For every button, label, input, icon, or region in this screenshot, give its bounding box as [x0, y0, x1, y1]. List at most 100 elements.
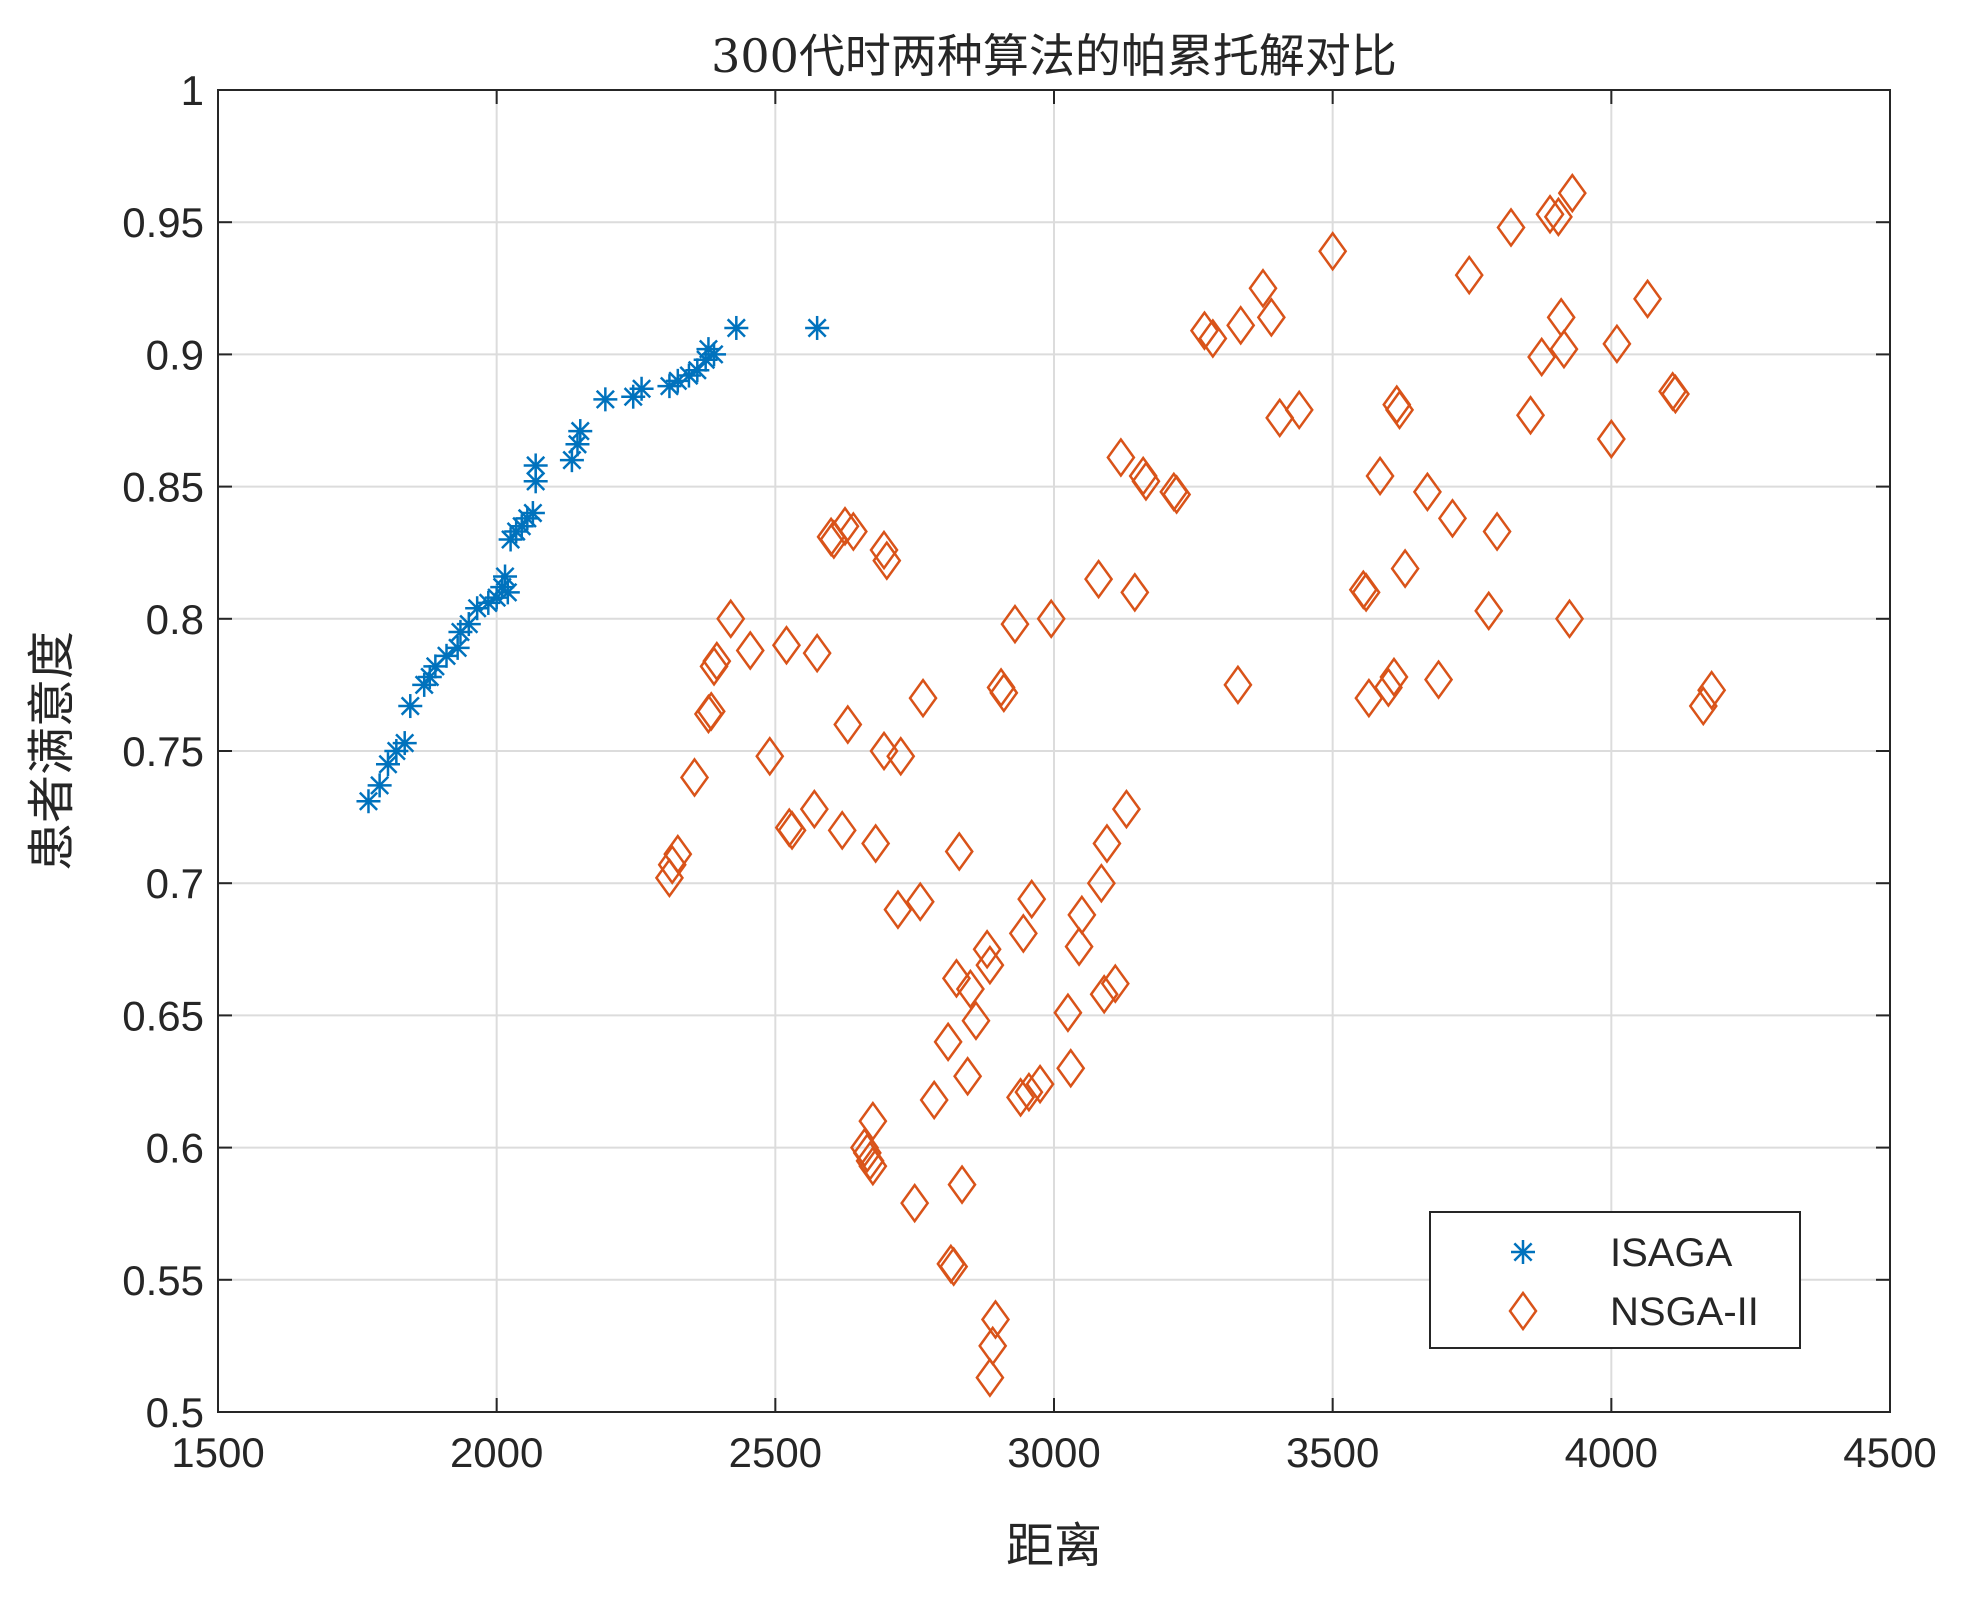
nsga-ii-point — [1036, 598, 1066, 639]
nsga-ii-point — [1089, 974, 1119, 1015]
y-tick-label: 0.65 — [122, 992, 204, 1039]
nsga-ii-point — [933, 1021, 963, 1062]
isaga-point — [523, 453, 548, 478]
nsga-ii-point — [1474, 590, 1504, 632]
nsga-ii-point — [861, 823, 891, 864]
x-tick-label: 1500 — [171, 1429, 264, 1476]
nsga-ii-point — [1543, 196, 1573, 238]
nsga-ii-point — [1006, 1077, 1036, 1118]
nsga-ii-point — [955, 968, 985, 1010]
legend-marker-isaga — [1511, 1240, 1535, 1264]
nsga-ii-point — [1162, 474, 1192, 515]
nsga-ii-point — [1086, 863, 1116, 904]
nsga-ii-point — [953, 1056, 983, 1097]
isaga-point — [445, 635, 470, 660]
y-tick-label: 0.55 — [122, 1257, 204, 1304]
nsga-ii-point — [735, 630, 765, 671]
legend-label-isaga: ISAGA — [1610, 1231, 1733, 1275]
nsga-ii-point — [900, 1182, 930, 1224]
nsga-ii-point — [1248, 268, 1278, 309]
nsga-ii-point — [886, 736, 916, 777]
nsga-ii-point — [941, 958, 972, 999]
y-tick-label: 0.95 — [122, 199, 204, 246]
nsga-ii-point — [702, 640, 732, 682]
isaga-point — [559, 448, 584, 473]
nsga-ii-point — [1014, 1071, 1044, 1113]
nsga-ii-point — [1379, 656, 1409, 698]
x-tick-label: 4500 — [1843, 1429, 1936, 1476]
nsga-ii-point — [663, 833, 693, 875]
nsga-ii-point — [1688, 685, 1718, 727]
nsga-ii-point — [1496, 207, 1526, 248]
isaga-point — [417, 664, 442, 689]
nsga-ii-point — [777, 810, 807, 851]
nsga-ii-point — [944, 831, 974, 872]
x-tick-label: 3500 — [1286, 1429, 1379, 1476]
nsga-ii-point — [1106, 437, 1136, 478]
nsga-ii-point — [1025, 1064, 1055, 1105]
legend-marker-nsga-ii — [1508, 1290, 1538, 1332]
y-tick-label: 0.6 — [146, 1125, 204, 1172]
nsga-ii-point — [1390, 548, 1420, 589]
isaga-point — [724, 315, 749, 340]
nsga-ii-point — [1365, 455, 1395, 497]
isaga-point — [392, 731, 417, 756]
nsga-ii-point — [947, 1164, 977, 1205]
y-tick-label: 0.75 — [122, 728, 204, 775]
nsga-ii-point — [1557, 172, 1587, 214]
series-isaga — [356, 315, 830, 814]
y-tick-label: 0.8 — [146, 596, 204, 643]
isaga-point — [398, 694, 423, 719]
axis-ticks: 1500 2000 2500 3000 3500 4000 4500 0.5 0.55 0.6 0.… — [122, 67, 1936, 1476]
nsga-ii-point — [696, 691, 726, 732]
nsga-ii-point — [1100, 963, 1130, 1004]
nsga-ii-point — [679, 757, 710, 798]
y-axis-label: 患者满意度 — [24, 631, 80, 871]
legend-label-nsga-ii: NSGA-II — [1610, 1290, 1759, 1334]
x-tick-label: 2500 — [729, 1429, 822, 1476]
isaga-point — [593, 387, 618, 412]
nsga-ii-point — [1000, 603, 1030, 645]
nsga-ii-point — [1373, 667, 1403, 708]
nsga-ii-point — [1198, 318, 1228, 359]
isaga-point — [702, 342, 727, 367]
nsga-ii-point — [657, 844, 687, 885]
nsga-ii-point — [1284, 389, 1314, 431]
nsga-ii-point — [1554, 598, 1585, 639]
nsga-ii-point — [1131, 461, 1161, 502]
nsga-ii-point — [978, 1325, 1008, 1367]
nsga-ii-point — [1256, 297, 1286, 338]
x-axis-label: 距离 — [1006, 1518, 1102, 1574]
nsga-ii-point — [771, 625, 802, 666]
nsga-ii-point — [869, 529, 899, 571]
nsga-ii-point — [1549, 328, 1579, 370]
nsga-ii-point — [1120, 572, 1150, 613]
nsga-ii-point — [989, 672, 1019, 713]
nsga-ii-point — [799, 789, 829, 830]
nsga-ii-point — [1660, 373, 1690, 415]
nsga-ii-point — [1602, 323, 1632, 364]
y-tick-label: 1 — [181, 67, 204, 114]
y-tick-label: 0.9 — [146, 331, 204, 378]
nsga-ii-point — [961, 1000, 991, 1041]
isaga-point — [493, 564, 518, 589]
x-tick-label: 4000 — [1565, 1429, 1658, 1476]
isaga-point — [495, 580, 520, 605]
isaga-point — [805, 315, 830, 340]
nsga-ii-point — [972, 929, 1002, 970]
nsga-ii-point — [858, 1101, 888, 1142]
nsga-ii-point — [755, 736, 785, 777]
nsga-ii-point — [975, 1357, 1005, 1398]
nsga-ii-point — [980, 1299, 1011, 1340]
legend: ISAGA NSGA-II — [1429, 1211, 1801, 1349]
x-tick-label: 2000 — [450, 1429, 543, 1476]
nsga-ii-point — [872, 540, 902, 581]
isaga-point — [356, 789, 381, 814]
nsga-ii-point — [1596, 418, 1626, 460]
nsga-ii-point — [1454, 254, 1484, 296]
nsga-ii-point — [1226, 305, 1256, 346]
y-tick-label: 0.85 — [122, 464, 204, 511]
nsga-ii-point — [1008, 913, 1038, 954]
